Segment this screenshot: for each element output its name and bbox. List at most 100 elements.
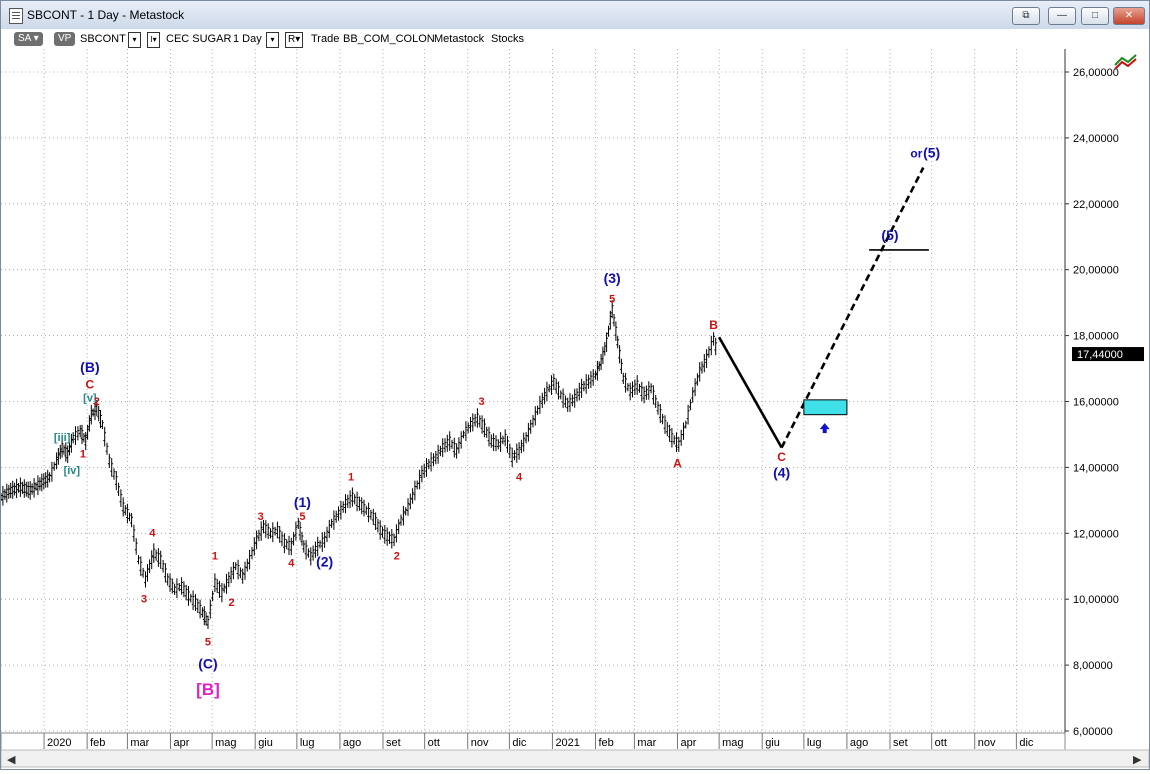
last-price-label: 17,44000 <box>1077 349 1123 361</box>
grid-lines <box>1 49 1065 733</box>
maximize-button[interactable]: □ <box>1081 7 1109 25</box>
trade-label: Trade <box>311 33 340 45</box>
date-axis: 2020 feb mar apr mag giu lug ago set ott nov dic 202… <box>0 732 1150 768</box>
y-tick-label: 16,00000 <box>1073 397 1119 409</box>
x-tick-label: nov <box>471 737 489 749</box>
wave-label: 3 <box>258 511 264 523</box>
window-title: SBCONT - 1 Day - Metastock <box>27 8 185 22</box>
x-tick-label: mag <box>215 737 236 749</box>
x-tick-label: 2020 <box>47 737 71 749</box>
wave-label: 3 <box>141 593 147 605</box>
y-tick-label: 18,00000 <box>1073 331 1119 343</box>
wave-label: (5) <box>923 145 940 161</box>
x-tick-label: ott <box>935 737 947 749</box>
wave-labels: [iii][iv][v]12C(B)435(C)[B]12345(1)(2)12… <box>54 145 940 699</box>
y-tick-label: 22,00000 <box>1073 199 1119 211</box>
security-name: CEC SUGAR <box>166 33 232 45</box>
x-tick-label: dic <box>1019 737 1034 749</box>
x-tick-label: lug <box>807 737 822 749</box>
wave-label: (B) <box>80 359 99 375</box>
wave-label: 2 <box>394 551 400 563</box>
r-dropdown[interactable]: R▾ <box>285 32 304 48</box>
wave-label: 5 <box>609 294 615 306</box>
scroll-right-icon[interactable]: ▶ <box>1133 754 1142 766</box>
title-bar[interactable]: SBCONT - 1 Day - Metastock ⧉ — □ ✕ <box>1 1 1149 29</box>
wave-label: 1 <box>348 472 354 484</box>
close-button[interactable]: ✕ <box>1113 7 1145 25</box>
wave-label: 2 <box>94 396 100 408</box>
wave-label: (C) <box>198 655 217 671</box>
wave-label: 2 <box>229 597 235 609</box>
sa-button[interactable]: SA ▾ <box>14 32 43 46</box>
source-label: Metastock <box>434 33 485 45</box>
x-tick-label: apr <box>680 737 696 749</box>
wave-label: (5) <box>881 227 898 243</box>
wave-label: (3) <box>604 270 621 286</box>
wave-label: 4 <box>516 472 523 484</box>
x-tick-label: feb <box>599 737 614 749</box>
x-tick-label: ago <box>343 737 361 749</box>
x-tick-label: giu <box>765 737 780 749</box>
chart-area[interactable]: [iii] [iv] [v] 1 2 C (B) 4 3 5 (C) [B] 1 2 3 4 5 (1) (2) 1 2… <box>0 49 1150 769</box>
symbol-label: SBCONT <box>80 33 126 45</box>
projection-lines <box>717 166 929 449</box>
y-tick-label: 14,00000 <box>1073 462 1119 474</box>
x-tick-label: ago <box>850 737 868 749</box>
x-tick-label: lug <box>300 737 315 749</box>
wave-label: [v] <box>83 393 97 405</box>
vp-button[interactable]: VP <box>54 32 76 46</box>
chart-toolbar: SA ▾ VP SBCONT ▾ I▾ CEC SUGAR 1 Day ▾ R▾… <box>1 29 1149 49</box>
name-dropdown[interactable]: I▾ <box>147 32 160 48</box>
last-price-tag <box>1072 347 1144 362</box>
x-tick-label: feb <box>90 737 105 749</box>
y-tick-label: 8,00000 <box>1073 660 1113 672</box>
wave-label: (2) <box>316 553 333 569</box>
wave-label: (1) <box>294 494 311 510</box>
y-tick-label: 10,00000 <box>1073 594 1119 606</box>
wave-label: 3 <box>479 396 485 408</box>
wave-label: (4) <box>773 464 790 480</box>
x-tick-label: giu <box>258 737 273 749</box>
wave-c-down-line <box>717 336 783 449</box>
y-tick-label: 12,00000 <box>1073 528 1119 540</box>
x-tick-label: mag <box>722 737 743 749</box>
y-tick-label: 20,00000 <box>1073 265 1119 277</box>
arrow-up-icon <box>819 423 830 434</box>
x-tick-label: ott <box>428 737 440 749</box>
minimize-button[interactable]: — <box>1048 7 1076 25</box>
x-tick-label: mar <box>637 737 656 749</box>
y-tick-label: 26,00000 <box>1073 67 1119 79</box>
wave-label: [iv] <box>64 465 81 477</box>
chart-tools-icon[interactable] <box>1114 54 1137 70</box>
price-chart[interactable]: [iii][iv][v]12C(B)435(C)[B]12345(1)(2)12… <box>0 49 1150 769</box>
wave-label: 1 <box>80 449 86 461</box>
plot-background <box>1 49 1065 733</box>
wave-label: B <box>709 318 718 332</box>
wave-label: 5 <box>205 636 211 648</box>
scroll-left-icon[interactable]: ◀ <box>7 754 16 766</box>
wave-label: or <box>910 147 922 161</box>
target-zone <box>803 399 848 416</box>
price-axis: 6,00000 8,00000 10,00000 12,00000 14,00000 16… <box>1064 49 1149 749</box>
x-tick-label: apr <box>173 737 189 749</box>
x-tick-label: 2021 <box>555 737 579 749</box>
symbol-dropdown[interactable]: ▾ <box>128 32 141 48</box>
period-label: 1 Day <box>233 33 262 45</box>
x-tick-label: mar <box>130 737 149 749</box>
wave-label: [iii] <box>54 432 71 444</box>
x-tick-label: set <box>386 737 401 749</box>
wave-label: [B] <box>196 680 220 699</box>
type-label: Stocks <box>491 33 525 45</box>
restore-window-button[interactable]: ⧉ <box>1012 7 1040 25</box>
wave-label: C <box>86 377 95 391</box>
wave-label: 1 <box>212 551 218 563</box>
horizontal-scrollbar[interactable] <box>0 749 1150 768</box>
y-tick-label: 6,00000 <box>1073 726 1113 738</box>
wave-label: C <box>777 450 786 464</box>
provider-label: BB_COM_COLON <box>343 33 435 45</box>
period-dropdown[interactable]: ▾ <box>266 32 279 48</box>
target-zone-group <box>803 399 848 434</box>
price-bars <box>0 300 718 629</box>
y-tick-label: 24,00000 <box>1073 133 1119 145</box>
